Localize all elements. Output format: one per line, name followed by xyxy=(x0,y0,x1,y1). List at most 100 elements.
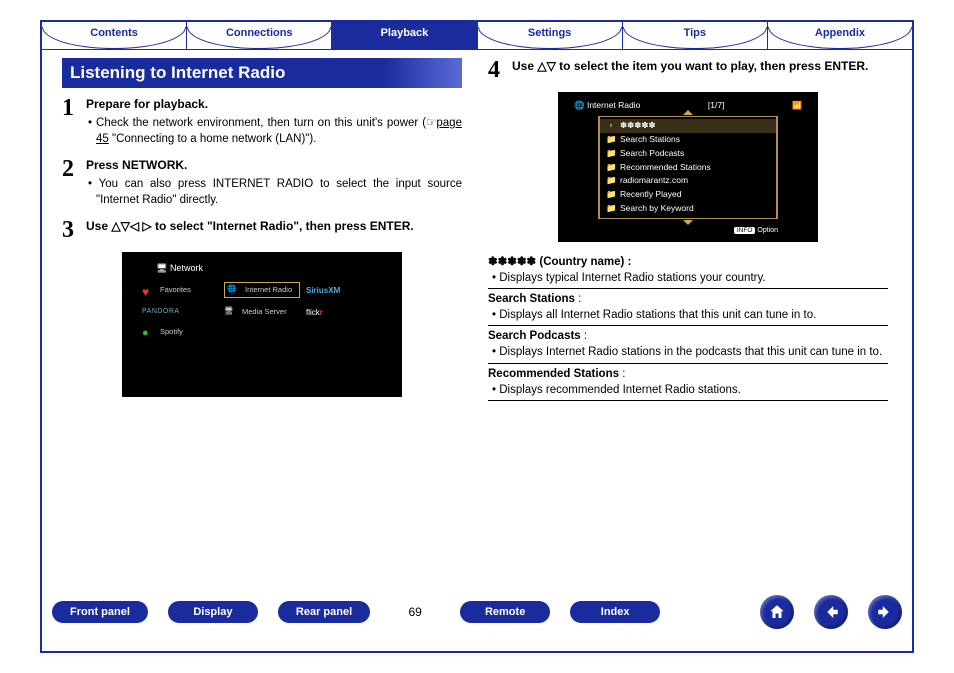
siriusxm-icon: SiriusXM xyxy=(306,285,340,296)
home-button[interactable] xyxy=(760,595,794,629)
front-panel-button[interactable]: Front panel xyxy=(52,601,148,623)
step-number: 2 xyxy=(62,157,86,208)
arrow-icons: △▽◁ ▷ xyxy=(111,219,151,233)
step-title: Use △▽ to select the item you want to pl… xyxy=(512,58,888,75)
def-title: ✽✽✽✽✽ (Country name) : xyxy=(488,256,631,268)
ir-list: ▫✽✽✽✽✽ 📁Search Stations 📁Search Podcasts… xyxy=(598,116,778,219)
folder-icon: 📁 xyxy=(606,148,616,160)
step-title: Press NETWORK. xyxy=(86,157,462,174)
text: Use xyxy=(86,219,111,233)
colon: : xyxy=(575,293,581,305)
def-title: Search Podcasts xyxy=(488,330,581,342)
label: Search Podcasts xyxy=(620,148,684,160)
tab-label: Settings xyxy=(528,27,571,39)
tab-appendix[interactable]: Appendix xyxy=(768,22,912,49)
screen-title-text: Network xyxy=(170,263,203,273)
label: Recommended Stations xyxy=(620,162,711,174)
tab-label: Playback xyxy=(381,27,429,39)
ir-position: [1/7] xyxy=(708,100,725,112)
step-number: 3 xyxy=(62,218,86,242)
network-grid: ♥Favorites 🌐 Internet Radio SiriusXM PAND… xyxy=(136,282,388,338)
def-recommended: Recommended Stations : Displays recommen… xyxy=(488,364,888,401)
option-label: Option xyxy=(757,227,778,234)
home-icon xyxy=(768,603,786,621)
right-column: 4 Use △▽ to select the item you want to … xyxy=(478,50,912,591)
tab-label: Tips xyxy=(684,27,706,39)
step-1: 1 Prepare for playback. Check the networ… xyxy=(62,96,462,147)
label: Recently Played xyxy=(620,189,681,201)
def-text: Displays typical Internet Radio stations… xyxy=(488,270,888,286)
flickr-icon: flickr xyxy=(306,307,323,318)
flag-icon: ▫ xyxy=(606,120,616,132)
net-item-spotify: ● Spotify xyxy=(142,326,218,338)
ir-row-radiomarantz: 📁 radiomarantz.com xyxy=(600,174,776,188)
folder-icon: 📁 xyxy=(606,162,616,174)
server-icon: 🖥 xyxy=(224,306,238,318)
def-search-stations: Search Stations : Displays all Internet … xyxy=(488,289,888,326)
ir-row-recently-played: 📁Recently Played xyxy=(600,188,776,202)
left-column: Listening to Internet Radio 1 Prepare fo… xyxy=(42,50,478,591)
label: Search Stations xyxy=(620,134,680,146)
label: ✽✽✽✽✽ xyxy=(620,120,656,132)
ir-row-country: ▫ ✽✽✽✽✽ xyxy=(600,119,776,133)
ir-row-search-podcasts: 📁 Search Podcasts xyxy=(600,147,776,161)
back-button[interactable] xyxy=(814,595,848,629)
tab-connections[interactable]: Connections xyxy=(187,22,332,49)
def-search-podcasts: Search Podcasts : Displays Internet Radi… xyxy=(488,326,888,363)
step-4: 4 Use △▽ to select the item you want to … xyxy=(488,58,888,82)
text: Check the network environment, then turn… xyxy=(96,117,426,129)
spotify-icon: ● xyxy=(142,326,156,338)
label: Internet Radio xyxy=(245,285,292,296)
net-item-favorites: ♥Favorites xyxy=(142,282,218,298)
pandora-icon: PANDORA xyxy=(142,307,180,317)
forward-button[interactable] xyxy=(868,595,902,629)
text: to select the item you want to play, the… xyxy=(556,59,869,73)
def-title: Search Stations xyxy=(488,293,575,305)
bottom-nav: Front panel Display Rear panel 69 Remote… xyxy=(52,595,902,629)
tab-playback[interactable]: Playback xyxy=(332,22,477,49)
step-2: 2 Press NETWORK. You can also press INTE… xyxy=(62,157,462,208)
step-number: 1 xyxy=(62,96,86,147)
tab-settings[interactable]: Settings xyxy=(478,22,623,49)
index-button[interactable]: Index xyxy=(570,601,660,623)
arrow-right-icon xyxy=(876,603,894,621)
step-title: Prepare for playback. xyxy=(86,96,462,113)
remote-button[interactable]: Remote xyxy=(460,601,550,623)
step-bullet: Check the network environment, then turn… xyxy=(86,115,462,147)
label: Spotify xyxy=(160,327,183,338)
colon: : xyxy=(619,368,625,380)
folder-icon: 📁 xyxy=(606,203,616,215)
tab-tips[interactable]: Tips xyxy=(623,22,768,49)
step-bullet: You can also press INTERNET RADIO to sel… xyxy=(86,176,462,208)
network-screen: 🖥 Network ♥Favorites 🌐 Internet Radio Sir… xyxy=(122,252,402,397)
tab-contents[interactable]: Contents xyxy=(42,22,187,49)
text: Use xyxy=(512,59,537,73)
label: Search by Keyword xyxy=(620,203,694,215)
folder-icon: 📁 xyxy=(606,175,616,187)
page-number: 69 xyxy=(390,605,440,619)
arrow-icons: △▽ xyxy=(537,59,555,73)
ir-row-recommended: 📁 Recommended Stations xyxy=(600,161,776,175)
tab-label: Contents xyxy=(90,27,138,39)
ir-title: 🌐 Internet Radio xyxy=(574,100,640,112)
display-button[interactable]: Display xyxy=(168,601,258,623)
rear-panel-button[interactable]: Rear panel xyxy=(278,601,370,623)
label: radiomarantz.com xyxy=(620,175,688,187)
tab-label: Connections xyxy=(226,27,293,39)
colon: : xyxy=(581,330,587,342)
ir-option: INFOOption xyxy=(734,226,778,236)
globe-icon: 🌐 xyxy=(227,284,241,296)
page-frame: Contents Connections Playback Settings T… xyxy=(40,20,914,653)
ir-title-text: Internet Radio xyxy=(587,100,640,110)
def-text: Displays recommended Internet Radio stat… xyxy=(488,382,888,398)
hand-icon: ☞ xyxy=(426,117,436,129)
net-item-flickr: flickr xyxy=(306,306,382,318)
screen-title: 🖥 Network xyxy=(156,262,388,275)
net-item-internet-radio: 🌐 Internet Radio xyxy=(224,282,300,298)
step-number: 4 xyxy=(488,58,512,82)
label: Favorites xyxy=(160,285,191,296)
ir-row-search-stations: 📁Search Stations xyxy=(600,133,776,147)
section-heading: Listening to Internet Radio xyxy=(62,58,462,88)
net-item-pandora: PANDORA xyxy=(142,306,218,318)
content-columns: Listening to Internet Radio 1 Prepare fo… xyxy=(42,50,912,591)
